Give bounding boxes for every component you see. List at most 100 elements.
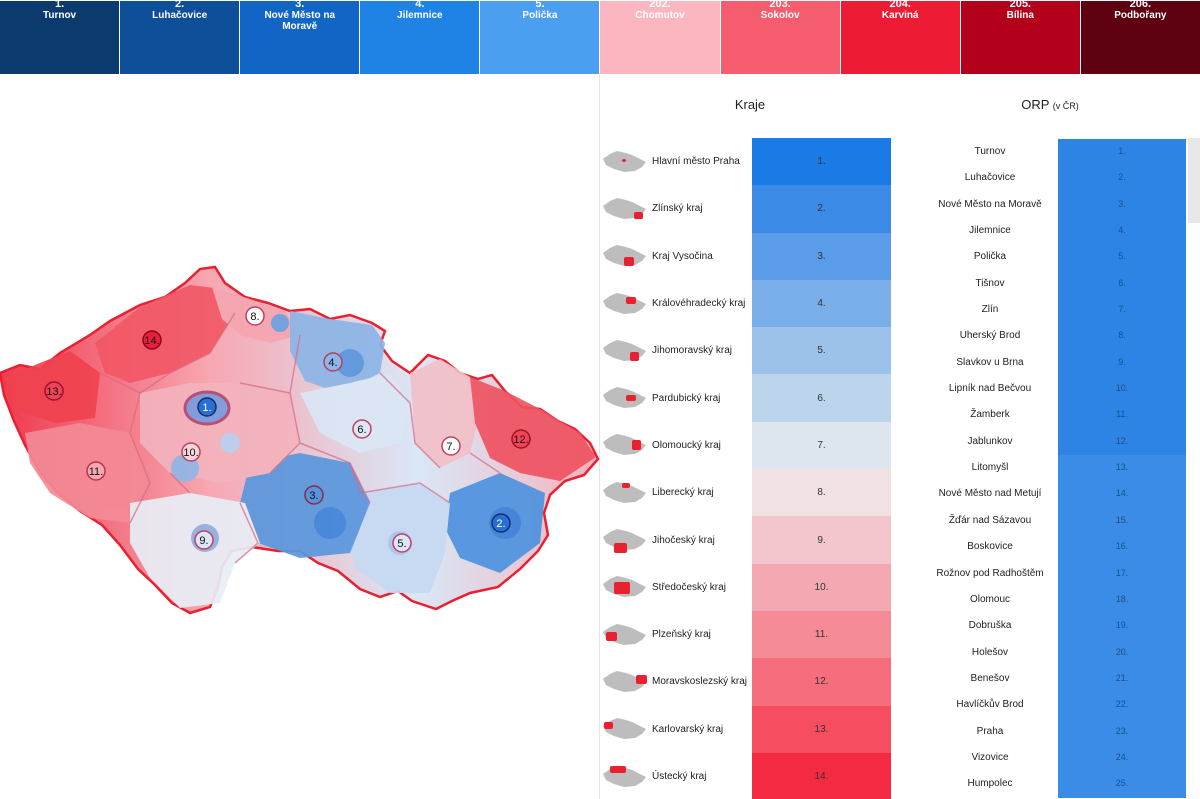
top-strip-cell[interactable]: 202. Chomutov bbox=[600, 0, 721, 74]
map-rank-circle bbox=[441, 436, 461, 456]
orp-row[interactable]: Litomyšl 13. bbox=[890, 455, 1190, 482]
orp-row[interactable]: Zlín 7. bbox=[890, 297, 1190, 324]
kraj-row[interactable]: Moravskoslezský kraj 12. bbox=[600, 658, 891, 706]
orp-rank-cell: 18. bbox=[1058, 586, 1186, 614]
orp-row[interactable]: Holešov 20. bbox=[890, 639, 1190, 666]
top-strip-cell[interactable]: 203. Sokolov bbox=[720, 0, 841, 74]
orp-row[interactable]: Havlíčkův Brod 22. bbox=[890, 692, 1190, 719]
orp-row[interactable]: Lipník nad Bečvou 10. bbox=[890, 376, 1190, 403]
kraj-mini-map-icon bbox=[603, 529, 646, 554]
orp-row[interactable]: Nové Město nad Metují 14. bbox=[890, 481, 1190, 508]
top-strip-cell[interactable]: 1. Turnov bbox=[0, 0, 121, 74]
kraj-row[interactable]: Jihomoravský kraj 5. bbox=[600, 327, 891, 375]
map-rank-label: 11. bbox=[89, 466, 103, 478]
orp-name: Jablunkov bbox=[967, 435, 1013, 447]
map-rank-marker[interactable]: 2. bbox=[491, 513, 511, 533]
map-rank-marker[interactable]: 6. bbox=[352, 419, 372, 439]
map-rank-marker[interactable]: 13. bbox=[44, 381, 64, 401]
map-rank-marker[interactable]: 5. bbox=[392, 533, 412, 553]
orp-row[interactable]: Tišnov 6. bbox=[890, 270, 1190, 298]
kraj-mini-map-icon bbox=[603, 670, 647, 692]
kraj-row[interactable]: Jihočeský kraj 9. bbox=[600, 516, 891, 564]
kraj-row[interactable]: Zlínský kraj 2. bbox=[600, 185, 891, 233]
kraj-row[interactable]: Hlavní město Praha 1. bbox=[600, 138, 891, 186]
orp-row[interactable]: Benešov 21. bbox=[890, 665, 1190, 693]
orp-row[interactable]: Žďár nad Sázavou 15. bbox=[890, 507, 1190, 535]
orp-rank-cell: 8. bbox=[1058, 323, 1186, 350]
kraj-name: Pardubický kraj bbox=[652, 392, 721, 404]
kraj-row[interactable]: Karlovarský kraj 13. bbox=[600, 705, 891, 753]
kraj-row[interactable]: Ústecký kraj 14. bbox=[600, 752, 891, 799]
orp-row[interactable]: Jilemnice 4. bbox=[890, 218, 1190, 245]
orp-row[interactable]: Olomouc 18. bbox=[890, 586, 1190, 614]
orp-header: ORP (v ČR) bbox=[1000, 97, 1100, 112]
orp-row[interactable]: Žamberk 11. bbox=[890, 402, 1190, 429]
kraj-row[interactable]: Kraj Vysočina 3. bbox=[600, 232, 891, 280]
top-strip-rank: 203. bbox=[769, 0, 791, 10]
map-rank-circle bbox=[304, 485, 324, 505]
orp-row[interactable]: Jablunkov 12. bbox=[890, 428, 1190, 456]
map-rank-marker[interactable]: 11. bbox=[86, 461, 106, 481]
kraj-row[interactable]: Plzeňský kraj 11. bbox=[600, 610, 891, 659]
map-rank-marker[interactable]: 9. bbox=[194, 530, 214, 550]
orp-row[interactable]: Turnov 1. bbox=[890, 139, 1190, 166]
orp-row[interactable]: Boskovice 16. bbox=[890, 534, 1190, 561]
map-rank-circle bbox=[197, 397, 217, 417]
orp-row[interactable]: Rožnov pod Radhoštěm 17. bbox=[890, 560, 1190, 587]
orp-rank-cell: 3. bbox=[1058, 191, 1186, 219]
orp-scrollbar[interactable] bbox=[1188, 138, 1200, 223]
orp-row[interactable]: Nové Město na Moravě 3. bbox=[890, 191, 1190, 219]
kraj-name: Jihočeský kraj bbox=[652, 534, 715, 546]
orp-header-label: ORP bbox=[1021, 97, 1050, 112]
kraj-rank-cell: 14. bbox=[752, 752, 891, 799]
kraj-mini-map-icon bbox=[603, 481, 646, 503]
map-rank-circle bbox=[142, 330, 162, 350]
orp-row[interactable]: Vizovice 24. bbox=[890, 744, 1190, 772]
orp-row[interactable]: Praha 23. bbox=[890, 718, 1190, 745]
orp-row[interactable]: Polička 5. bbox=[890, 244, 1190, 271]
kraj-mini-map-icon bbox=[603, 765, 646, 787]
map-rank-marker[interactable]: 10. bbox=[181, 442, 201, 462]
orp-name: Dobruška bbox=[968, 620, 1012, 632]
orp-rank-cell: 15. bbox=[1058, 507, 1186, 535]
orp-row[interactable]: Dobruška 19. bbox=[890, 613, 1190, 640]
orp-row[interactable]: Slavkov u Brna 9. bbox=[890, 349, 1190, 377]
map-rank-marker[interactable]: 8. bbox=[245, 306, 265, 326]
map-rank-marker[interactable]: 1. bbox=[197, 397, 217, 417]
top-strip-cell[interactable]: 205. Bílina bbox=[960, 0, 1081, 74]
top-strip-cell[interactable]: 3. Nové Město na Moravě bbox=[240, 0, 361, 74]
map-rank-marker[interactable]: 14. bbox=[142, 330, 162, 350]
top-strip-cell[interactable]: 5. Polička bbox=[480, 0, 601, 74]
kraj-row[interactable]: Liberecký kraj 8. bbox=[600, 469, 891, 517]
map-rank-label: 8. bbox=[250, 311, 259, 323]
kraj-row[interactable]: Středočeský kraj 10. bbox=[600, 563, 891, 611]
orp-rank-cell: 13. bbox=[1058, 455, 1186, 482]
ranking-panel: Kraje ORP (v ČR) Hlavní město Praha 1. Zlí… bbox=[600, 73, 1200, 799]
kraj-mini-map-icon bbox=[603, 434, 646, 456]
top-strip-cell[interactable]: 204. Karviná bbox=[840, 0, 961, 74]
kraj-rank-cell: 6. bbox=[752, 374, 891, 422]
top-strip-rank: 206. bbox=[1129, 0, 1152, 10]
orp-name: Holešov bbox=[971, 646, 1009, 658]
orp-rank-cell: 23. bbox=[1058, 718, 1186, 745]
top-strip-cell[interactable]: 4. Jilemnice bbox=[360, 0, 481, 74]
map-rank-label: 6. bbox=[357, 424, 366, 436]
top-strip-cell[interactable]: 206. Podbořany bbox=[1080, 0, 1200, 74]
map-rank-marker[interactable]: 7. bbox=[441, 436, 461, 456]
map-rank-marker[interactable]: 4. bbox=[323, 352, 343, 372]
orp-rank-cell: 1. bbox=[1058, 139, 1186, 166]
orp-row[interactable]: Luhačovice 2. bbox=[890, 165, 1190, 192]
kraj-row[interactable]: Královéhradecký kraj 4. bbox=[600, 279, 891, 328]
map-rank-circle bbox=[181, 442, 201, 462]
orp-rank-cell: 5. bbox=[1058, 244, 1186, 271]
top-strip-rank: 3. bbox=[295, 0, 305, 10]
map-rank-marker[interactable]: 3. bbox=[304, 485, 324, 505]
orp-row[interactable]: Humpolec 25. bbox=[890, 771, 1190, 798]
orp-row[interactable]: Uherský Brod 8. bbox=[890, 323, 1190, 350]
top-strip-cell[interactable]: 2. Luhačovice bbox=[120, 0, 241, 74]
kraj-row[interactable]: Pardubický kraj 6. bbox=[600, 374, 891, 422]
map-rank-marker[interactable]: 12. bbox=[511, 429, 531, 449]
kraj-name: Karlovarský kraj bbox=[652, 723, 724, 735]
top-strip-name: Luhačovice bbox=[152, 10, 208, 21]
kraj-row[interactable]: Olomoucký kraj 7. bbox=[600, 421, 891, 470]
